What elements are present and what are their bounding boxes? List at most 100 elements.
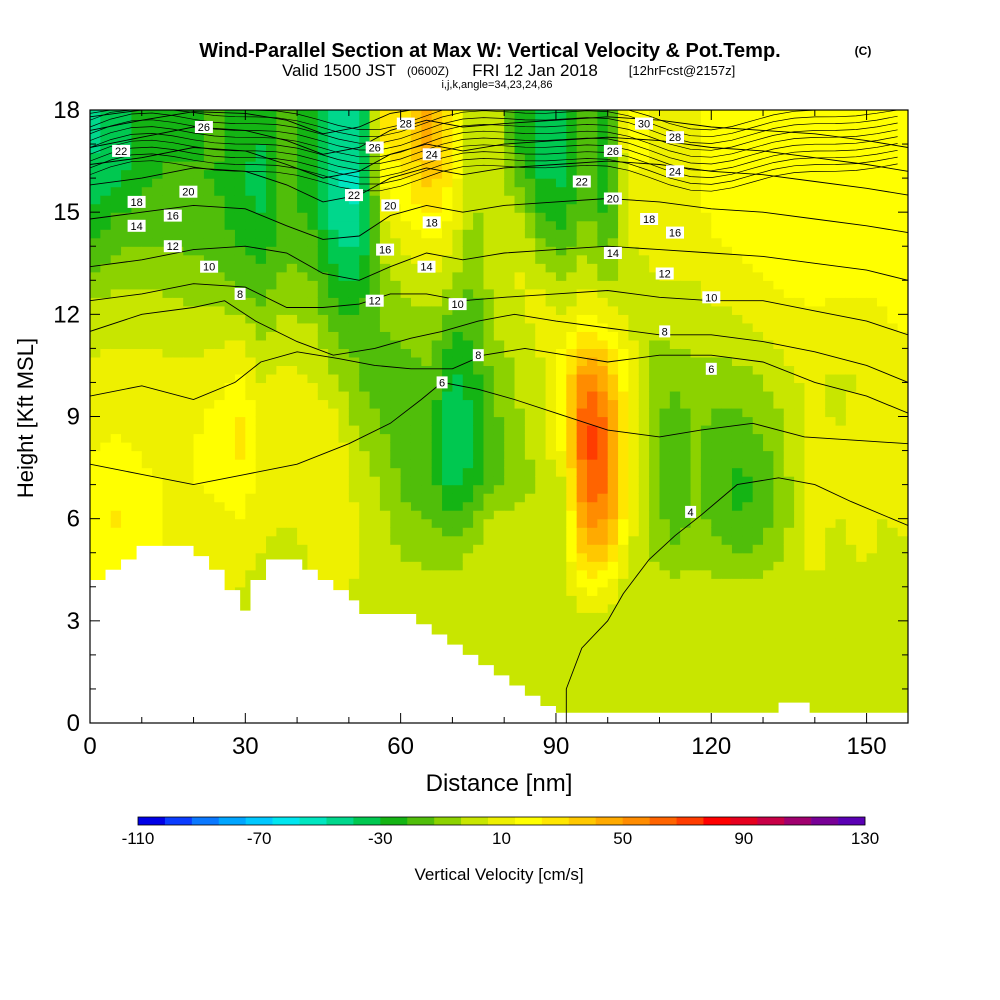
velocity-cell bbox=[669, 688, 681, 699]
velocity-cell bbox=[307, 271, 319, 281]
velocity-cell bbox=[141, 510, 153, 520]
velocity-cell bbox=[369, 407, 381, 418]
velocity-cell bbox=[131, 348, 143, 358]
velocity-cell bbox=[721, 390, 733, 401]
velocity-cell bbox=[514, 569, 526, 579]
velocity-cell bbox=[514, 203, 526, 213]
velocity-cell bbox=[700, 246, 712, 256]
velocity-cell bbox=[162, 118, 174, 128]
velocity-cell bbox=[431, 569, 443, 579]
velocity-cell bbox=[369, 152, 381, 162]
velocity-cell bbox=[638, 527, 650, 537]
velocity-cell bbox=[121, 220, 133, 230]
velocity-cell bbox=[752, 152, 764, 162]
velocity-cell bbox=[172, 314, 184, 324]
velocity-cell bbox=[669, 697, 681, 707]
velocity-cell bbox=[234, 442, 246, 452]
velocity-cell bbox=[359, 450, 371, 460]
velocity-cell bbox=[214, 467, 226, 477]
velocity-cell bbox=[307, 365, 319, 375]
velocity-cell bbox=[193, 493, 205, 503]
velocity-cell bbox=[566, 339, 578, 349]
velocity-cell bbox=[504, 212, 516, 222]
velocity-cell bbox=[555, 569, 567, 579]
velocity-cell bbox=[535, 578, 547, 588]
velocity-cell bbox=[493, 629, 505, 639]
velocity-cell bbox=[555, 527, 567, 537]
velocity-cell bbox=[369, 450, 381, 460]
velocity-cell bbox=[680, 544, 692, 554]
velocity-cell bbox=[773, 493, 785, 503]
velocity-cell bbox=[224, 510, 236, 520]
velocity-cell bbox=[555, 178, 567, 188]
velocity-cell bbox=[483, 382, 495, 392]
velocity-cell bbox=[535, 467, 547, 477]
velocity-cell bbox=[794, 246, 806, 256]
velocity-cell bbox=[638, 373, 650, 384]
velocity-cell bbox=[462, 271, 474, 281]
velocity-cell bbox=[731, 237, 743, 247]
velocity-cell bbox=[100, 382, 112, 392]
velocity-cell bbox=[514, 246, 526, 256]
velocity-cell bbox=[410, 339, 422, 349]
velocity-cell bbox=[131, 510, 143, 520]
velocity-cell bbox=[721, 450, 733, 460]
velocity-cell bbox=[297, 365, 309, 375]
velocity-cell bbox=[245, 203, 257, 213]
velocity-cell bbox=[234, 135, 246, 145]
velocity-cell bbox=[555, 110, 567, 120]
velocity-cell bbox=[773, 450, 785, 460]
velocity-cell bbox=[587, 425, 598, 435]
velocity-cell bbox=[276, 459, 288, 469]
velocity-cell bbox=[162, 186, 174, 196]
velocity-cell bbox=[659, 586, 671, 596]
velocity-cell bbox=[328, 152, 340, 162]
velocity-cell bbox=[307, 407, 319, 418]
velocity-cell bbox=[742, 220, 754, 230]
velocity-cell bbox=[649, 442, 661, 452]
velocity-cell bbox=[783, 442, 795, 452]
velocity-cell bbox=[773, 348, 785, 358]
velocity-cell bbox=[773, 663, 785, 673]
velocity-cell bbox=[442, 484, 453, 494]
velocity-cell bbox=[711, 578, 723, 588]
velocity-cell bbox=[442, 331, 453, 341]
velocity-cell bbox=[711, 459, 723, 469]
velocity-cell bbox=[731, 331, 743, 341]
velocity-cell bbox=[731, 671, 743, 682]
velocity-cell bbox=[566, 493, 578, 503]
velocity-cell bbox=[607, 152, 619, 162]
velocity-cell bbox=[338, 535, 350, 545]
velocity-cell bbox=[721, 365, 733, 375]
velocity-cell bbox=[359, 399, 371, 409]
velocity-cell bbox=[286, 271, 298, 281]
velocity-cell bbox=[700, 305, 712, 315]
velocity-cell bbox=[607, 271, 619, 281]
velocity-cell bbox=[752, 271, 764, 281]
velocity-cell bbox=[742, 110, 754, 120]
velocity-cell bbox=[618, 314, 630, 324]
velocity-cell bbox=[783, 629, 795, 639]
velocity-cell bbox=[783, 484, 795, 494]
velocity-cell bbox=[514, 390, 526, 401]
velocity-cell bbox=[680, 110, 692, 120]
velocity-cell bbox=[193, 373, 205, 384]
velocity-cell bbox=[649, 450, 661, 460]
velocity-cell bbox=[390, 459, 402, 469]
velocity-cell bbox=[638, 620, 650, 630]
velocity-cell bbox=[721, 322, 733, 332]
velocity-cell bbox=[659, 688, 671, 699]
velocity-cell bbox=[483, 229, 495, 239]
velocity-cell bbox=[255, 501, 267, 511]
velocity-cell bbox=[783, 510, 795, 520]
velocity-cell bbox=[752, 646, 764, 656]
velocity-cell bbox=[141, 178, 153, 188]
velocity-cell bbox=[473, 654, 485, 664]
velocity-cell bbox=[566, 425, 578, 435]
velocity-cell bbox=[452, 212, 464, 222]
velocity-cell bbox=[773, 442, 785, 452]
velocity-cell bbox=[369, 476, 381, 486]
velocity-cell bbox=[473, 484, 485, 494]
velocity-cell bbox=[669, 433, 681, 443]
velocity-cell bbox=[742, 229, 754, 239]
